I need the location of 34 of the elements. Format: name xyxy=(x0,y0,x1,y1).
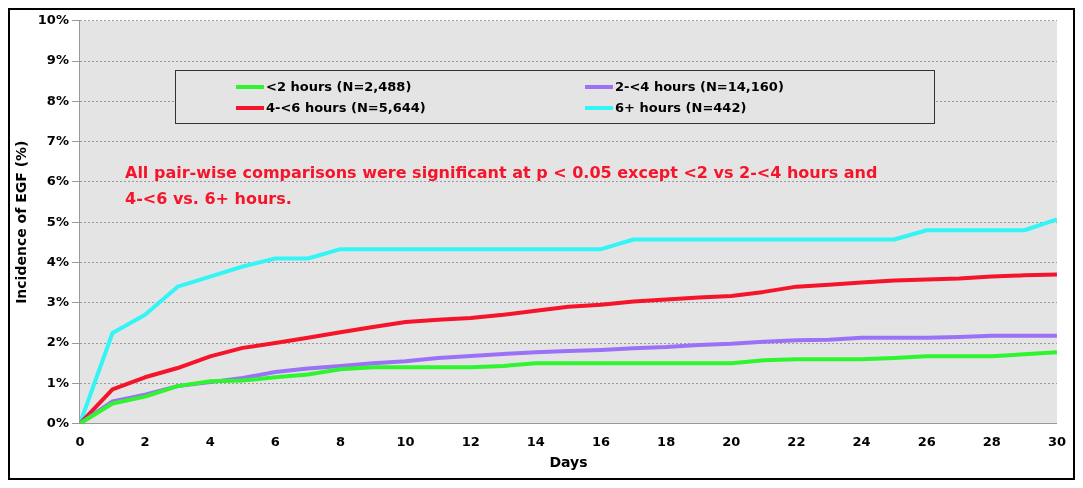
x-tick-label: 2 xyxy=(140,433,150,449)
legend-label: <2 hours (N=2,488) xyxy=(266,79,412,94)
y-tick-label: 10% xyxy=(37,12,69,28)
x-axis-title: Days xyxy=(549,454,588,471)
y-tick-label: 7% xyxy=(46,133,69,149)
x-tick-label: 22 xyxy=(787,433,806,449)
legend-label: 2-<4 hours (N=14,160) xyxy=(615,79,784,94)
y-tick-label: 8% xyxy=(46,92,69,108)
y-tick-label: 6% xyxy=(46,173,69,189)
x-tick-label: 28 xyxy=(982,433,1001,449)
y-tick-label: 0% xyxy=(46,414,69,430)
legend-label: 6+ hours (N=442) xyxy=(615,100,747,115)
y-tick-label: 1% xyxy=(46,374,69,390)
y-tick-label: 5% xyxy=(46,213,69,229)
x-tick-label: 24 xyxy=(852,433,871,449)
x-tick-label: 18 xyxy=(657,433,676,449)
x-tick-label: 26 xyxy=(917,433,936,449)
x-tick-label: 4 xyxy=(205,433,215,449)
y-tick-label: 9% xyxy=(46,52,69,68)
x-tick-label: 16 xyxy=(591,433,611,449)
y-tick-label: 2% xyxy=(46,334,69,350)
x-tick-label: 8 xyxy=(335,433,345,449)
legend-label: 4-<6 hours (N=5,644) xyxy=(266,100,426,115)
y-tick-label: 4% xyxy=(46,253,69,269)
x-tick-label: 6 xyxy=(270,433,280,449)
y-tick-label: 3% xyxy=(46,294,69,310)
y-axis-title: Incidence of EGF (%) xyxy=(13,140,30,304)
x-tick-label: 20 xyxy=(722,433,741,449)
annotation: All pair-wise comparisons were significant at p < 0.05 except <2 vs 2-<4 hours and 4-<6 vs. 6+ hours. xyxy=(125,162,879,210)
x-tick-label: 12 xyxy=(461,433,480,449)
x-tick-label: 10 xyxy=(396,433,415,449)
x-tick-label: 14 xyxy=(526,433,545,449)
x-tick-label: 0 xyxy=(75,433,85,449)
x-tick-label: 30 xyxy=(1047,433,1066,449)
